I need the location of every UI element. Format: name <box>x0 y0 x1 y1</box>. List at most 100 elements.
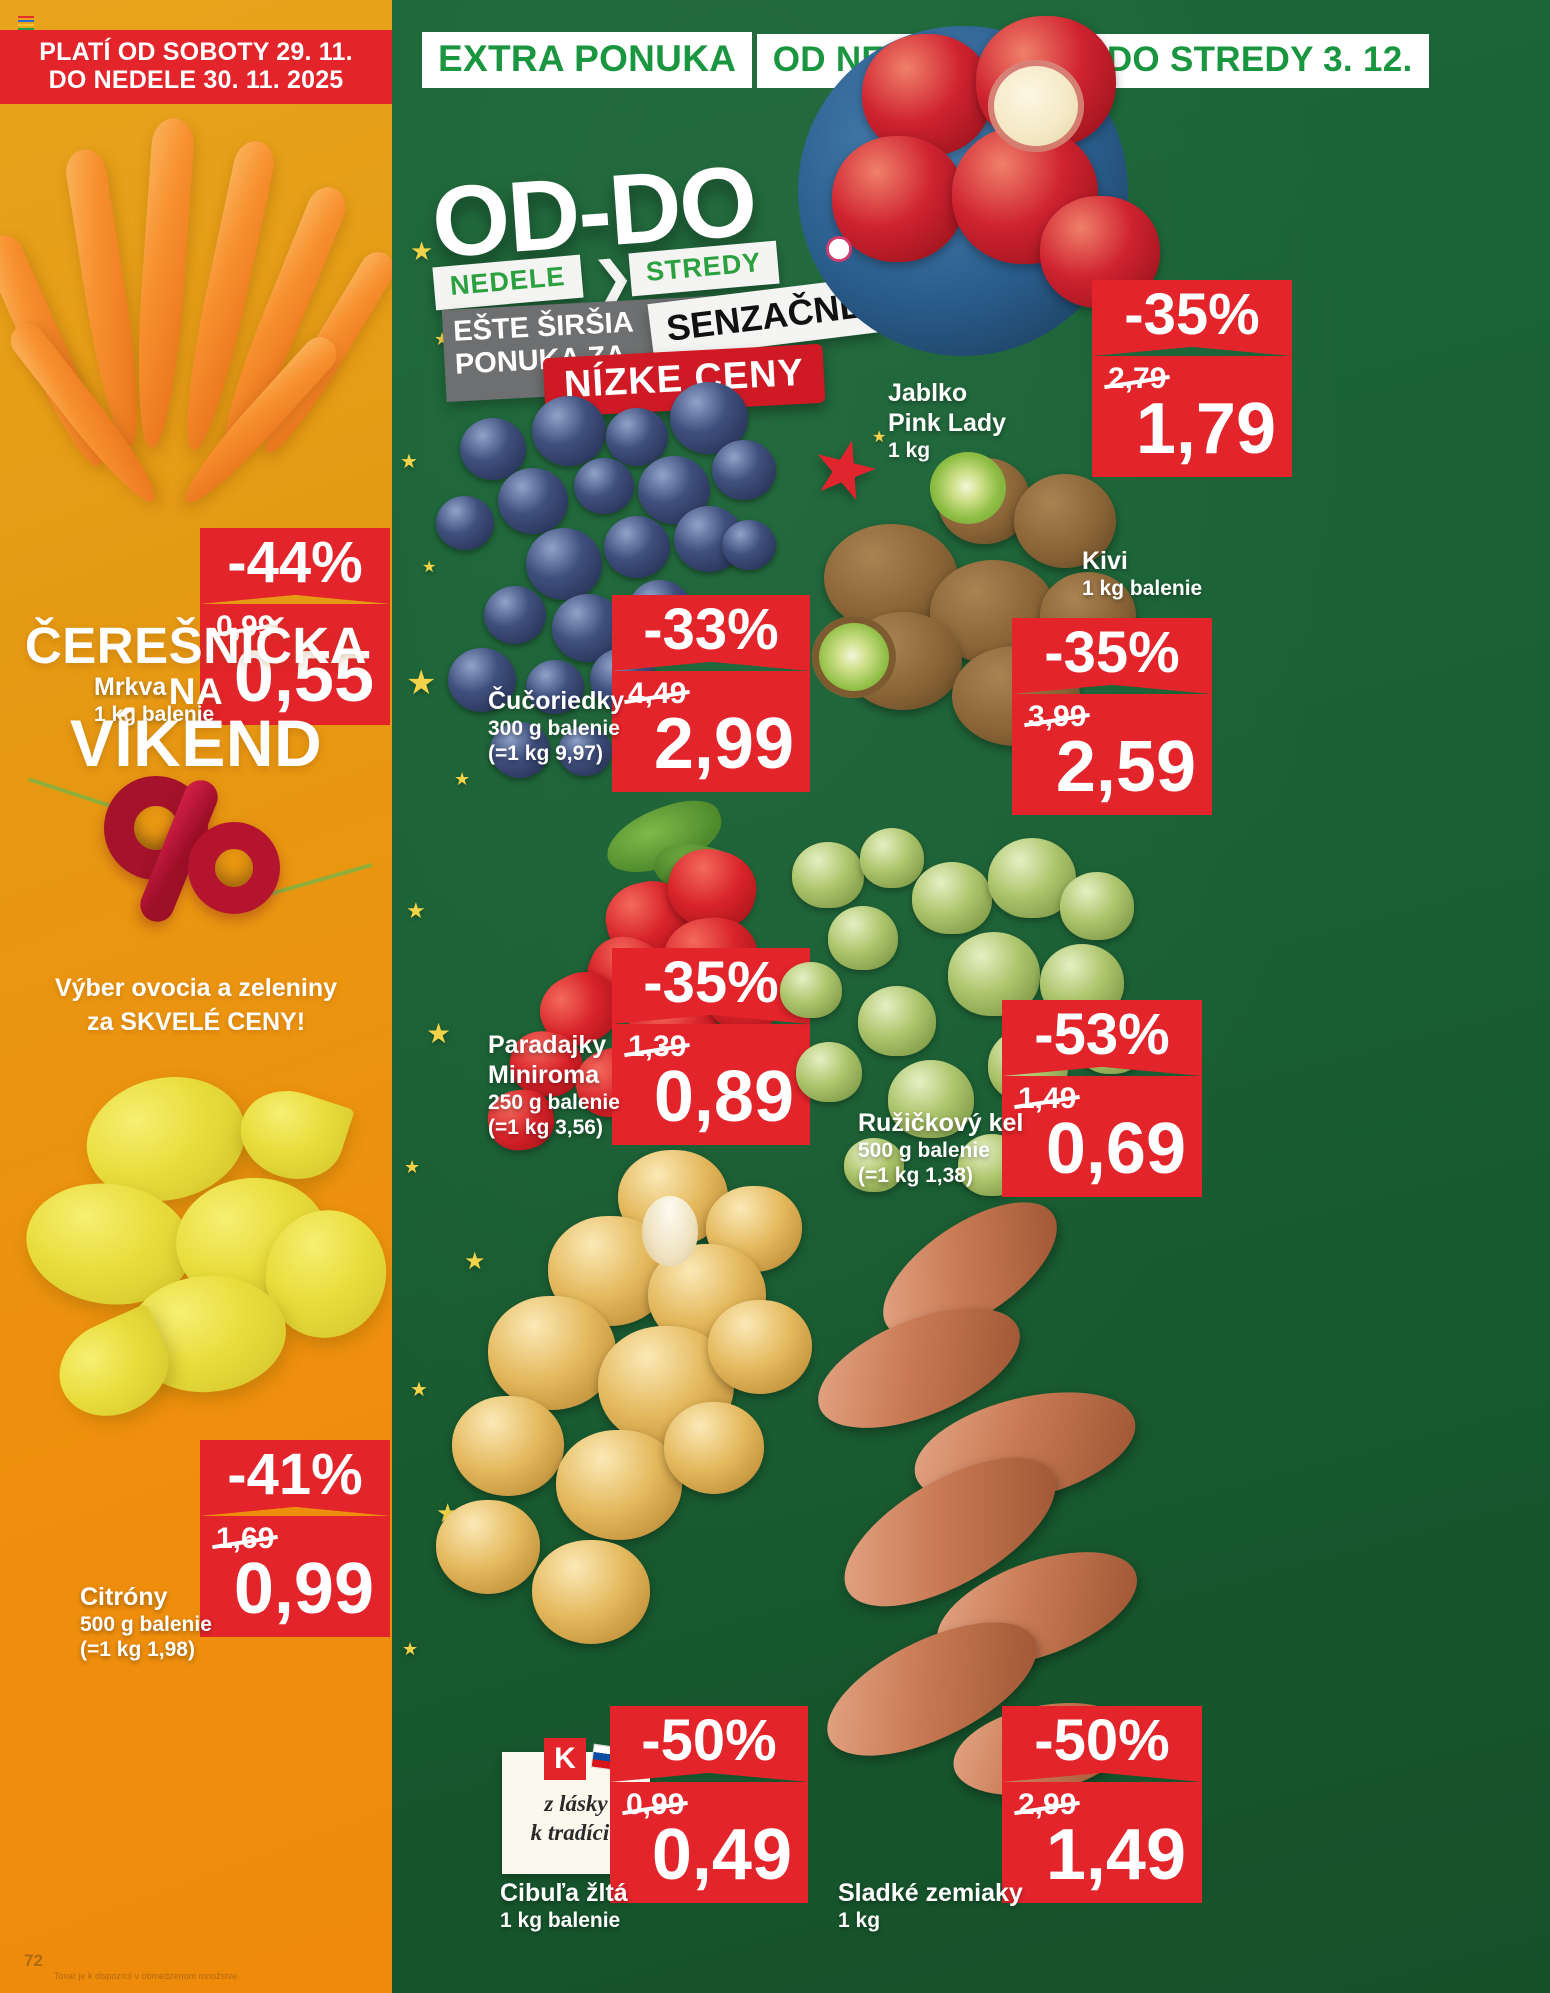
cherry-line-2: NA <box>168 671 224 712</box>
cherry-subtitle-line-2: za SKVELÉ CENY! <box>86 1007 306 1036</box>
star-icon: ★ <box>410 236 434 266</box>
price-tag-jablko: -35% 2,79 1,79 <box>1092 280 1292 477</box>
old-price: 1,49 <box>1018 1082 1077 1115</box>
product-name: Citróny <box>80 1583 168 1611</box>
validity-banner: PLATÍ OD SOBOTY 29. 11. DO NEDELE 30. 11… <box>0 30 392 104</box>
discount-badge: -50% <box>1002 1706 1202 1782</box>
product-unit-price: (=1 kg 9,97) <box>488 742 603 766</box>
product-unit: 1 kg balenie <box>1082 577 1203 600</box>
cherry-promo-subtitle: Výber ovocia a zeleniny za SKVELÉ CENY! <box>0 972 392 1040</box>
price-tag-paradajky: -35% 1,39 0,89 <box>612 948 810 1145</box>
new-price: 0,55 <box>233 637 374 717</box>
price-tag-sladke-zemiaky: -50% 2,99 1,49 <box>1002 1706 1202 1903</box>
validity-line-2: DO NEDELE 30. 11. 2025 <box>48 66 344 94</box>
star-icon: ★ <box>454 769 471 789</box>
product-label-mrkva: Mrkva 1 kg balenie <box>94 672 264 727</box>
price-body: 0,99 0,55 <box>200 604 390 725</box>
price-body: 3,99 2,59 <box>1012 694 1212 815</box>
old-price: 0,99 <box>626 1788 685 1821</box>
discount-badge: -44% <box>200 528 390 604</box>
product-unit: 250 g balenie <box>488 1091 620 1114</box>
product-unit: 500 g balenie <box>80 1613 212 1636</box>
star-icon: ★ <box>404 1157 421 1177</box>
price-tag-kivi: -35% 3,99 2,59 <box>1012 618 1212 815</box>
lemon-image <box>8 1060 392 1470</box>
product-name: Kivi <box>1082 547 1128 575</box>
cherry-percent-graphic <box>27 770 373 940</box>
cherry-subtitle-line-1: Výber ovocia a zeleniny <box>54 974 338 1002</box>
star-icon: ★ <box>406 898 426 923</box>
main-offers-area: ★ ★ ★ ★ ★ ★ ★ ★ ★ ★ ★ ★ ★ ★ ★ ★ ★ EXTRA … <box>392 0 1550 1993</box>
product-label-kivi: Kivi 1 kg balenie <box>1082 546 1282 601</box>
new-price: 0,69 <box>1045 1109 1186 1189</box>
validity-line-1: PLATÍ OD SOBOTY 29. 11. <box>39 38 353 66</box>
new-price: 0,49 <box>651 1815 792 1895</box>
kaufland-logo-icon: K <box>544 1738 586 1780</box>
product-name: Ružičkový kel <box>858 1109 1024 1137</box>
product-unit: 1 kg balenie <box>500 1909 621 1932</box>
old-price: 2,99 <box>1018 1788 1077 1821</box>
extra-offer-title: EXTRA PONUKA <box>422 32 753 88</box>
old-price: 2,79 <box>1108 362 1167 395</box>
price-body: 1,49 0,69 <box>1002 1076 1202 1197</box>
cherry-line-1: ČEREŠNIČKA <box>24 617 368 674</box>
product-name: Čučoriedky <box>488 687 625 715</box>
new-price: 1,49 <box>1045 1815 1186 1895</box>
product-label-ruzickovy-kel: Ružičkový kel 500 g balenie (=1 kg 1,38) <box>858 1108 1078 1188</box>
carrot-image <box>0 108 392 538</box>
price-tag-citrony: -41% 1,69 0,99 <box>200 1440 390 1637</box>
product-unit-price: (=1 kg 3,56) <box>488 1116 603 1140</box>
star-icon: ★ <box>402 1639 419 1659</box>
new-price: 2,59 <box>1055 727 1196 807</box>
stamp-line-1: z lásky <box>544 1791 608 1816</box>
menu-icon[interactable] <box>18 16 34 30</box>
product-unit: 500 g balenie <box>858 1139 990 1162</box>
price-tag-ruzickovy-kel: -53% 1,49 0,69 <box>1002 1000 1202 1197</box>
star-icon: ★ <box>422 559 437 576</box>
red-star-icon: ★ <box>800 417 890 521</box>
stamp-text: z lásky k tradícii. <box>502 1790 650 1848</box>
discount-badge: -41% <box>200 1440 390 1516</box>
product-label-cucoriedky: Čučoriedky 300 g balenie (=1 kg 9,97) <box>488 686 698 766</box>
product-name: Cibuľa žltá <box>500 1879 628 1907</box>
product-name: Paradajky <box>488 1031 607 1059</box>
od-do-badge: OD-DO NEDELE ❯ STREDY EŠTE ŠIRŠIA PONUKA… <box>422 145 883 418</box>
old-price: 0,99 <box>216 610 275 643</box>
price-body: 1,69 0,99 <box>200 1516 390 1637</box>
new-price: 0,89 <box>653 1057 794 1137</box>
percent-ring-bottom <box>188 822 280 914</box>
product-unit: 1 kg <box>838 1909 881 1932</box>
product-label-sladke-zemiaky: Sladké zemiaky 1 kg <box>838 1878 1068 1933</box>
product-label-paradajky: Paradajky Miniroma 250 g balenie (=1 kg … <box>488 1030 698 1140</box>
discount-badge: -35% <box>612 948 810 1024</box>
old-price: 1,69 <box>216 1522 275 1555</box>
product-subname: Pink Lady <box>888 409 1007 437</box>
price-tag-cibula: -50% 0,99 0,49 <box>610 1706 808 1903</box>
price-body: 2,79 1,79 <box>1092 356 1292 477</box>
page-number: 72 <box>24 1951 43 1970</box>
product-name: Sladké zemiaky <box>838 1879 1023 1907</box>
product-label-cibula: Cibuľa žltá 1 kg balenie <box>500 1878 700 1933</box>
product-subname: Miniroma <box>488 1061 600 1089</box>
product-unit-price: (=1 kg 1,98) <box>80 1638 195 1662</box>
discount-badge: -33% <box>612 595 810 671</box>
price-body: 2,99 1,49 <box>1002 1782 1202 1903</box>
star-icon: ★ <box>400 451 418 473</box>
star-icon: ★ <box>406 664 437 702</box>
new-price: 1,79 <box>1135 389 1276 469</box>
cherry-promo-heading: ČEREŠNIČKA NA VÍKEND <box>0 620 392 776</box>
price-body: 1,39 0,89 <box>612 1024 810 1145</box>
price-tag-cucoriedky: -33% 4,49 2,99 <box>612 595 810 792</box>
old-price: 4,49 <box>628 677 687 710</box>
product-unit: 300 g balenie <box>488 717 620 740</box>
discount-badge: -50% <box>610 1706 808 1782</box>
old-price: 3,99 <box>1028 700 1087 733</box>
discount-badge: -35% <box>1092 280 1292 356</box>
product-unit-price: (=1 kg 1,38) <box>858 1164 973 1188</box>
product-unit: 1 kg <box>888 439 931 462</box>
star-icon: ★ <box>426 1018 452 1049</box>
stamp-line-2: k tradícii. <box>530 1819 622 1845</box>
footnote: Tovar je k dispozícii v obmedzenom množs… <box>54 1971 240 1981</box>
star-icon: ★ <box>410 1379 428 1401</box>
